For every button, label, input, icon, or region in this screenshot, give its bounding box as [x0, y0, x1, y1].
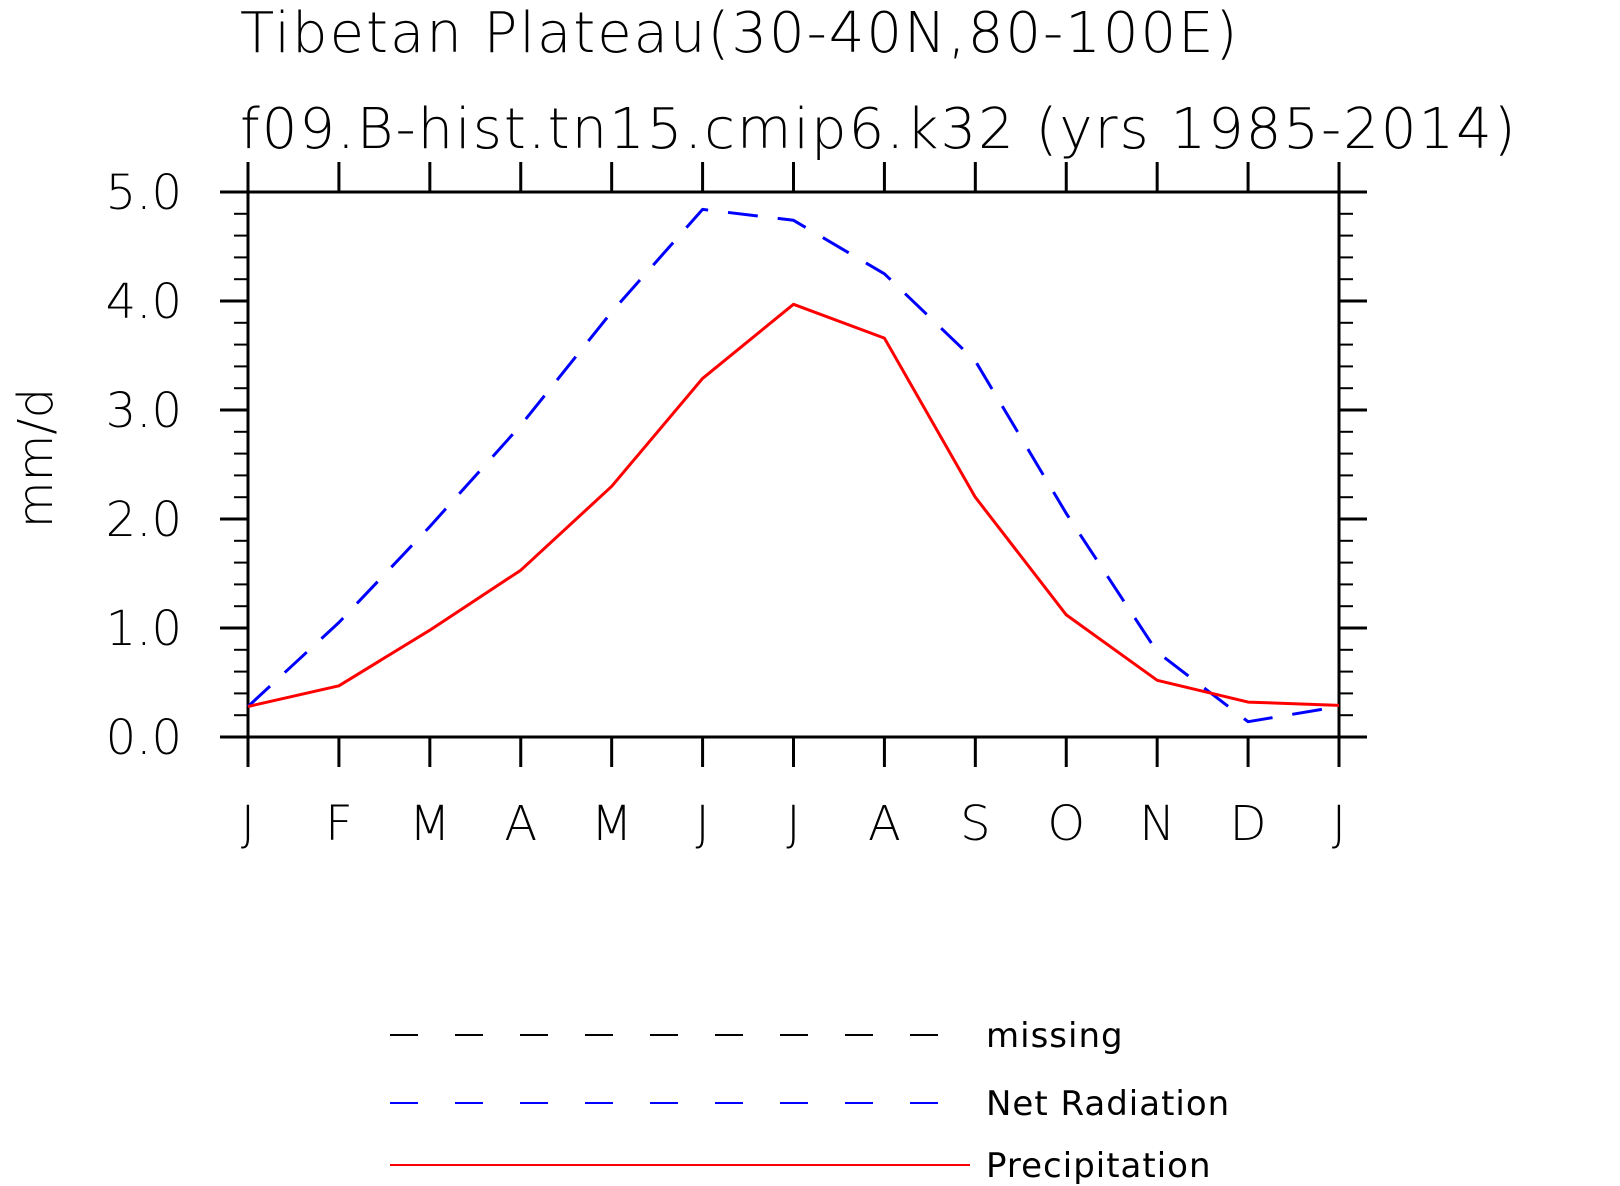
- x-tick-label: M: [591, 796, 632, 852]
- legend-label-precipitation: Precipitation: [986, 1146, 1212, 1186]
- x-tick-label: M: [409, 796, 450, 852]
- x-tick-label: A: [868, 796, 901, 852]
- y-tick-label: 3.0: [106, 383, 182, 439]
- chart-title: Tibetan Plateau(30-40N,80-100E): [240, 1, 1239, 66]
- y-tick-label: 5.0: [106, 165, 182, 221]
- y-tick-label: 0.0: [106, 710, 182, 766]
- legend: missing Net Radiation Precipitation: [390, 1016, 1230, 1186]
- chart-subtitle: f09.B-hist.tn15.cmip6.k32 (yrs 1985-2014…: [240, 97, 1518, 162]
- plot-border: [246, 190, 1341, 739]
- y-tick-label: 1.0: [106, 601, 182, 657]
- x-tick-label: D: [1230, 796, 1267, 852]
- x-tick-label: J: [1332, 796, 1346, 852]
- x-tick-label: J: [786, 796, 800, 852]
- y-tick-label: 4.0: [106, 274, 182, 330]
- y-tick-label: 2.0: [106, 492, 182, 548]
- x-tick-label: S: [960, 796, 990, 852]
- x-tick-label: N: [1139, 796, 1175, 852]
- x-tick-label: O: [1047, 796, 1085, 852]
- x-tick-label: J: [696, 796, 710, 852]
- x-tick-label: A: [504, 796, 537, 852]
- series-line-precipitation: [247, 302, 1340, 708]
- series-line-net-radiation: [246, 207, 1340, 724]
- y-axis-ticks: 0.0 1.0 2.0 3.0 4.0 5.0: [106, 165, 1367, 766]
- plot-frame: [246, 190, 1341, 739]
- legend-label-missing: missing: [986, 1016, 1124, 1056]
- x-tick-label: J: [241, 796, 255, 852]
- legend-label-net-radiation: Net Radiation: [986, 1084, 1230, 1124]
- y-axis-label: mm/d: [8, 388, 64, 528]
- series-layer: [246, 207, 1340, 724]
- x-tick-label: F: [325, 796, 353, 852]
